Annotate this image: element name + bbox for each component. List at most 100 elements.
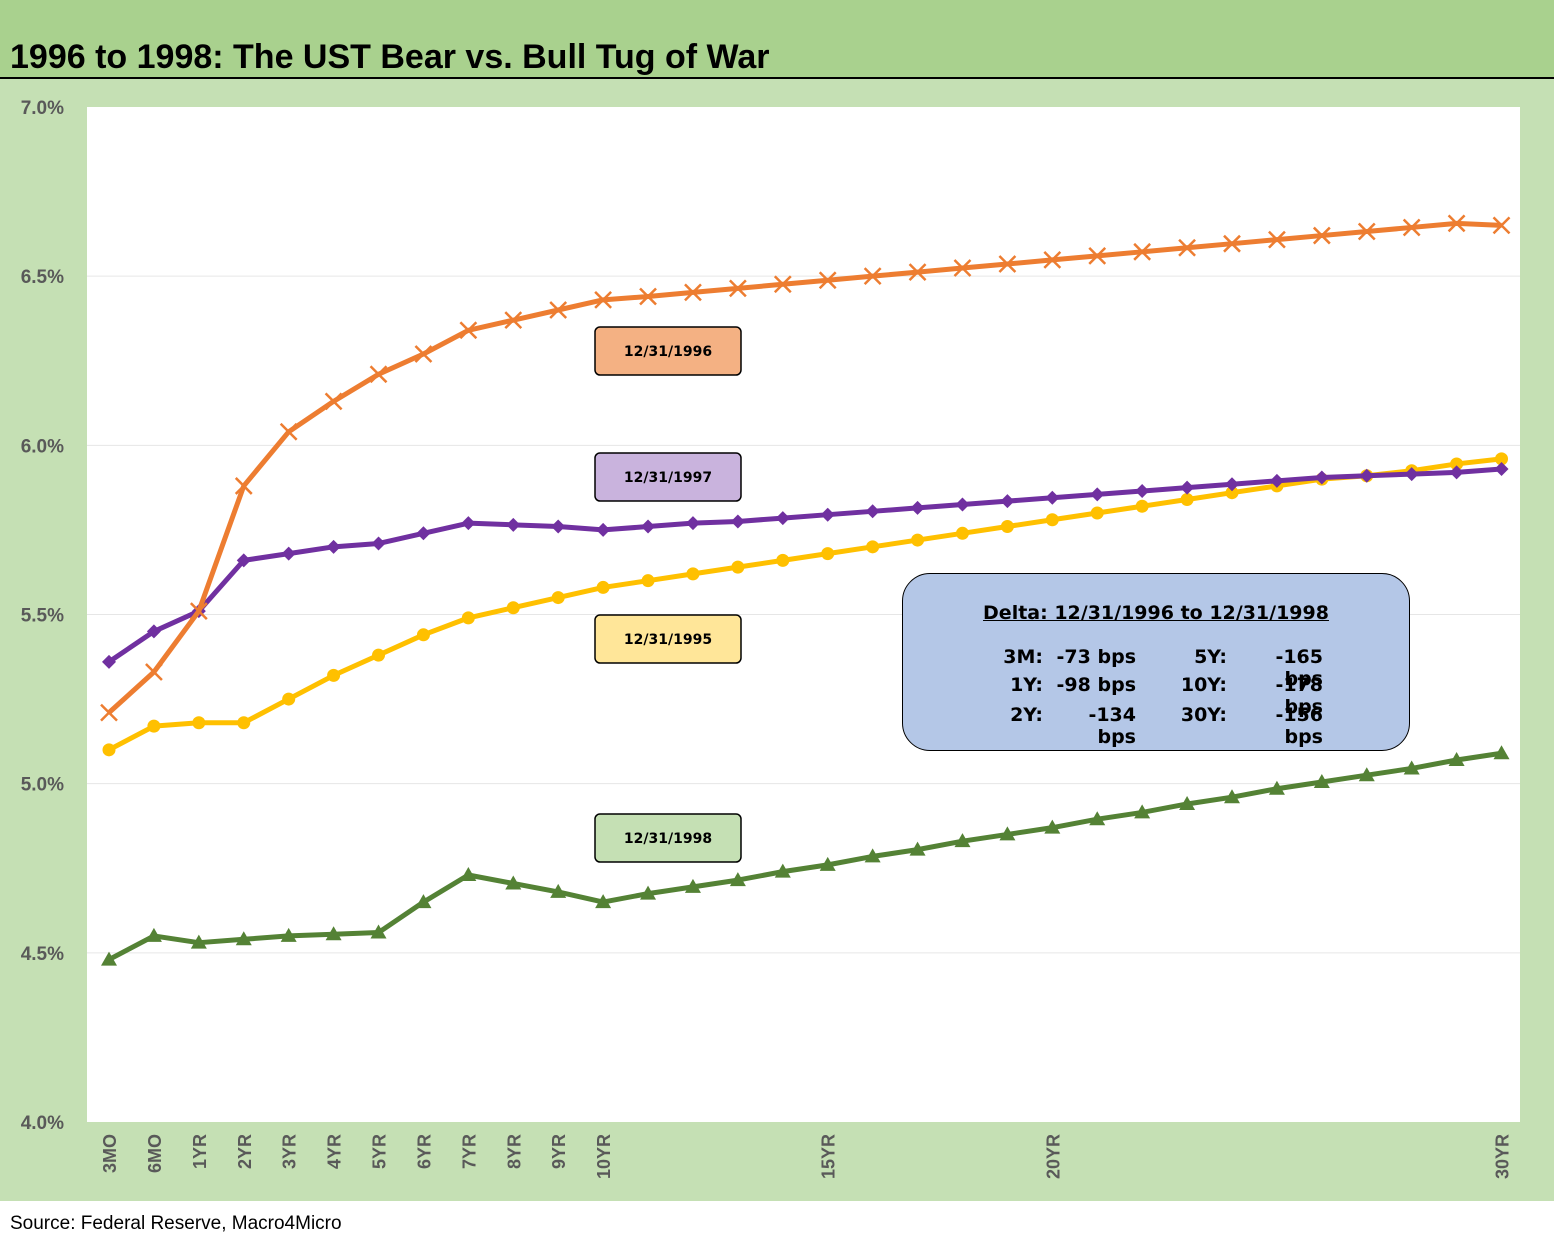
data-point [641,519,656,534]
series-lines [100,214,1511,966]
title-bar: 1996 to 1998: The UST Bear vs. Bull Tug … [0,0,1554,79]
series-label: 12/31/1996 [594,326,742,376]
series-diamond [102,462,1509,669]
data-point [595,894,612,909]
series-label-box [594,614,742,664]
data-point [1045,490,1060,505]
series-line [107,466,1502,664]
data-point [1403,760,1420,775]
data-point [1449,465,1464,480]
data-point [234,477,253,495]
data-point [1134,804,1151,819]
y-axis: 4.0% 4.5% 5.0% 5.5% 6.0% 6.5% 7.0% [21,98,64,1134]
data-point [415,894,432,909]
data-point [325,926,342,941]
data-point [372,648,386,662]
data-point [1448,751,1465,766]
data-point [684,283,702,302]
data-point [324,392,343,411]
data-point [863,267,882,286]
data-point [1313,773,1330,788]
delta-summary-box: Delta: 12/31/1996 to 12/31/1998 3M: -73 … [902,573,1410,751]
data-point [459,321,478,340]
series-label-box [594,813,742,863]
data-point [999,826,1016,841]
x-tick-label: 5YR [370,1134,390,1169]
data-point [505,875,522,890]
data-point [1312,226,1331,245]
data-point [729,872,746,887]
data-point [1225,477,1239,492]
x-tick-label: 6YR [414,1134,434,1169]
data-point [1089,811,1106,826]
delta-value: -156 bps [1275,704,1323,748]
data-point [1314,470,1329,485]
data-point [1135,484,1150,499]
data-point [1043,251,1062,269]
data-point [460,867,477,882]
data-point [279,422,298,441]
data-point [101,951,117,966]
data-point [551,591,565,605]
y-tick-label: 7.0% [21,98,64,119]
data-point [235,931,252,946]
data-point [909,841,926,856]
data-point [1450,457,1464,471]
data-point [640,885,657,900]
x-tick-label: 30YR [1493,1134,1513,1179]
data-point [1268,230,1286,249]
series-labels: 12/31/1996 12/31/1997 12/31/1995 12/31/1998 [594,326,742,863]
delta-row: 3M: -73 bps 5Y: -165 bps [903,646,1411,690]
data-point [100,703,118,722]
data-point [908,263,927,281]
data-point [147,719,161,733]
y-tick-label: 6.5% [21,267,64,288]
data-point [282,692,296,706]
data-point [1180,480,1195,495]
data-point [280,927,297,942]
y-tick-label: 5.0% [21,775,64,796]
x-axis: 3MO 6MO 1YR 2YR 3YR 4YR 5YR 6YR 7YR 8YR 9YR 10YR 15Y… [100,1134,1513,1179]
data-point [684,878,701,893]
data-point [1357,222,1376,241]
data-point [1268,780,1285,795]
delta-row: 1Y: -98 bps 10Y: -178 bps [903,674,1411,718]
series-triangle [101,745,1510,966]
y-tick-label: 5.5% [21,606,64,627]
x-tick-label: 6MO [145,1134,165,1173]
series-label-text: 12/31/1998 [624,831,712,847]
delta-label: 30Y: [1180,704,1227,726]
data-point [551,519,566,534]
delta-value: -165 bps [1275,646,1323,690]
gridlines [87,275,1520,954]
data-point [371,536,386,551]
x-tick-label: 3MO [100,1134,120,1173]
data-point [728,279,747,298]
delta-value: -73 bps [1056,646,1136,668]
data-point [866,540,880,554]
delta-label: 2Y: [1010,704,1043,726]
delta-value: -178 bps [1275,674,1323,718]
data-point [774,863,791,878]
data-point [1000,494,1015,509]
series-label: 12/31/1995 [594,614,742,664]
data-point [102,654,116,669]
data-point [369,365,388,384]
data-point [776,553,790,567]
data-point [416,628,430,642]
data-point [1135,499,1149,513]
data-point [190,934,207,949]
data-point [818,271,837,290]
data-point [192,716,206,730]
source-note: Source: Federal Reserve, Macro4Micro [10,1213,342,1234]
y-tick-label: 4.5% [21,944,64,965]
series-label-text: 12/31/1996 [624,344,712,360]
data-point [1492,216,1511,235]
data-point [1358,767,1375,782]
y-tick-label: 4.0% [21,1113,64,1134]
data-point [146,624,161,639]
data-point [145,663,163,681]
data-point [864,848,881,863]
data-point [998,255,1017,273]
data-point [953,259,972,277]
